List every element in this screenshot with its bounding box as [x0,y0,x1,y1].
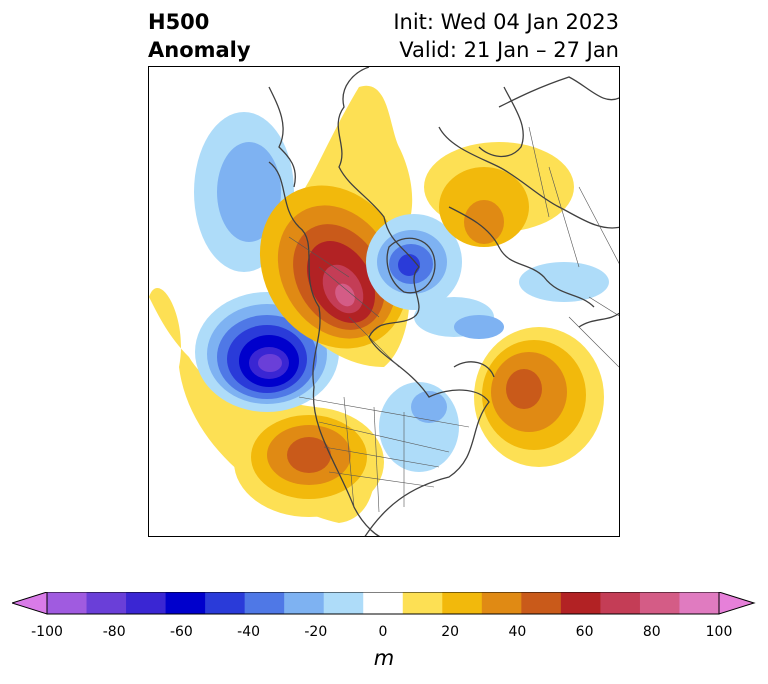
colorbar-segment [165,592,206,614]
colorbar-extend-high [718,592,756,615]
colorbar-segment [205,592,246,614]
colorbar-tick-label: -40 [237,624,261,640]
colorbar-segment [363,592,404,614]
title-left: H500 Anomaly [148,8,251,64]
colorbar-segment [481,592,522,614]
borders [288,126,619,513]
colorbar-extend-low [12,592,48,615]
colorbar-outline [46,592,720,615]
anomaly-atlantic-positive [474,327,604,467]
colorbar-segment [323,592,364,614]
init-date: Init: Wed 04 Jan 2023 [393,10,619,34]
anomaly-map [148,66,620,537]
anomaly-hudson-negative [366,214,609,339]
title-field: Anomaly [148,38,251,62]
anomaly-siberia-positive [424,142,574,247]
anomaly-canada-positive [259,85,413,367]
colorbar-tick-label: 100 [705,624,733,640]
colorbar-segment [244,592,285,614]
colorbar-segment [402,592,443,614]
colorbar-tick-label: -60 [169,624,193,640]
colorbar-segment [521,592,562,614]
colorbar-tick-label: 80 [642,624,661,640]
title-right: Init: Wed 04 Jan 2023 Valid: 21 Jan – 27… [393,8,619,64]
colorbar-tick-label: 60 [575,624,594,640]
colorbar-segment [47,592,88,614]
colorbar-segment [126,592,167,614]
colorbar-segment [639,592,680,614]
colorbar-segment [560,592,601,614]
colorbar-tick-label: -20 [304,624,328,640]
colorbar-tick-label: -80 [102,624,126,640]
valid-range: Valid: 21 Jan – 27 Jan [399,38,619,62]
colorbar-tick-label: -100 [31,624,63,640]
colorbar-tick-label: 0 [378,624,388,640]
colorbar [12,592,756,615]
colorbar-segment [600,592,641,614]
title-variable: H500 [148,10,210,34]
colorbar-tick-label: 20 [441,624,460,640]
colorbar-tick-label: 40 [508,624,527,640]
map-canvas [149,67,619,536]
colorbar-unit: m [373,646,395,670]
colorbar-segment [679,592,720,614]
colorbar-segments [47,592,720,614]
colorbar-segment [284,592,325,614]
colorbar-segment [86,592,127,614]
colorbar-segment [442,592,483,614]
